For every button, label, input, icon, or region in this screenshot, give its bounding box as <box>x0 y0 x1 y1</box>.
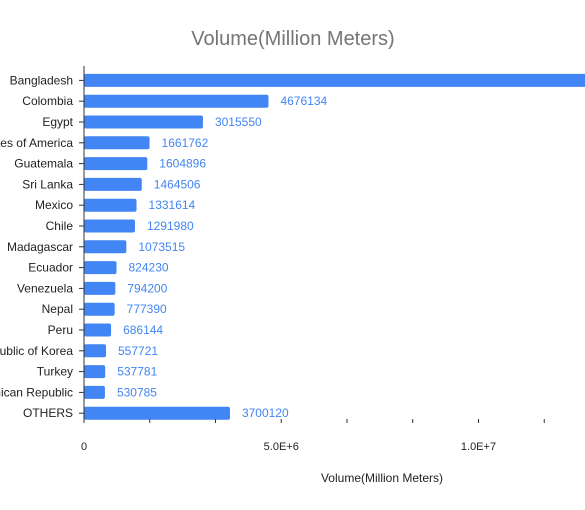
x-tick-labels: 0 5.0E+6 1.0E+7 <box>81 441 496 453</box>
bar <box>84 344 107 358</box>
bar <box>84 198 137 212</box>
bar <box>84 323 112 337</box>
bar <box>84 261 117 275</box>
category-label: Ecuador <box>28 261 73 275</box>
category-labels: Bangladesh Colombia Egypt United States of … <box>0 73 74 420</box>
value-label: 1464506 <box>154 177 201 191</box>
bar <box>84 406 230 420</box>
bar <box>84 157 148 171</box>
category-label: Peru <box>48 323 73 337</box>
x-tick-label: 5.0E+6 <box>264 441 299 453</box>
category-label: Chile <box>46 219 74 233</box>
category-label: Bangladesh <box>10 73 73 87</box>
value-label: 1331614 <box>149 198 196 212</box>
value-label: 777390 <box>127 302 167 316</box>
category-label: Venezuela <box>17 281 73 295</box>
bar <box>84 302 115 316</box>
axes <box>79 66 545 423</box>
bar <box>84 136 150 150</box>
category-label: Madagascar <box>7 240 73 254</box>
category-label: United States of America <box>0 136 73 150</box>
value-label: 3700120 <box>242 406 289 420</box>
value-label: 537781 <box>117 365 157 379</box>
value-label: 1073515 <box>138 240 185 254</box>
category-label: Mexico <box>35 198 73 212</box>
bar <box>84 219 135 233</box>
bar <box>84 94 269 108</box>
value-label: 824230 <box>129 261 169 275</box>
value-label: 1604896 <box>159 157 206 171</box>
bar <box>84 115 203 129</box>
bar <box>84 73 585 87</box>
category-label: Dominican Republic <box>0 385 73 399</box>
value-label: 4676134 <box>280 94 327 108</box>
category-label: Turkey <box>37 365 73 379</box>
value-label: 686144 <box>123 323 163 337</box>
x-axis-label: Volume(Million Meters) <box>321 471 443 485</box>
bar <box>84 240 127 254</box>
value-label: 1291980 <box>147 219 194 233</box>
x-tick-label: 1.0E+7 <box>461 441 496 453</box>
category-label: Republic of Korea <box>0 344 73 358</box>
category-label: OTHERS <box>23 406 73 420</box>
bar <box>84 281 116 295</box>
bars-group <box>84 73 585 420</box>
bar <box>84 177 142 191</box>
x-tick-label: 0 <box>81 441 87 453</box>
category-label: Nepal <box>42 302 73 316</box>
category-label: Sri Lanka <box>22 177 73 191</box>
category-label: Egypt <box>42 115 73 129</box>
value-labels: 4676134 3015550 1661762 1604896 1464506 13316… <box>117 94 328 420</box>
value-label: 530785 <box>117 385 157 399</box>
bar <box>84 385 105 399</box>
value-label: 3015550 <box>215 115 262 129</box>
chart-title: Volume(Million Meters) <box>191 28 394 50</box>
value-label: 557721 <box>118 344 158 358</box>
value-label: 1661762 <box>162 136 209 150</box>
value-label: 794200 <box>127 281 167 295</box>
category-label: Colombia <box>22 94 73 108</box>
bar <box>84 365 106 379</box>
category-label: Guatemala <box>14 157 73 171</box>
